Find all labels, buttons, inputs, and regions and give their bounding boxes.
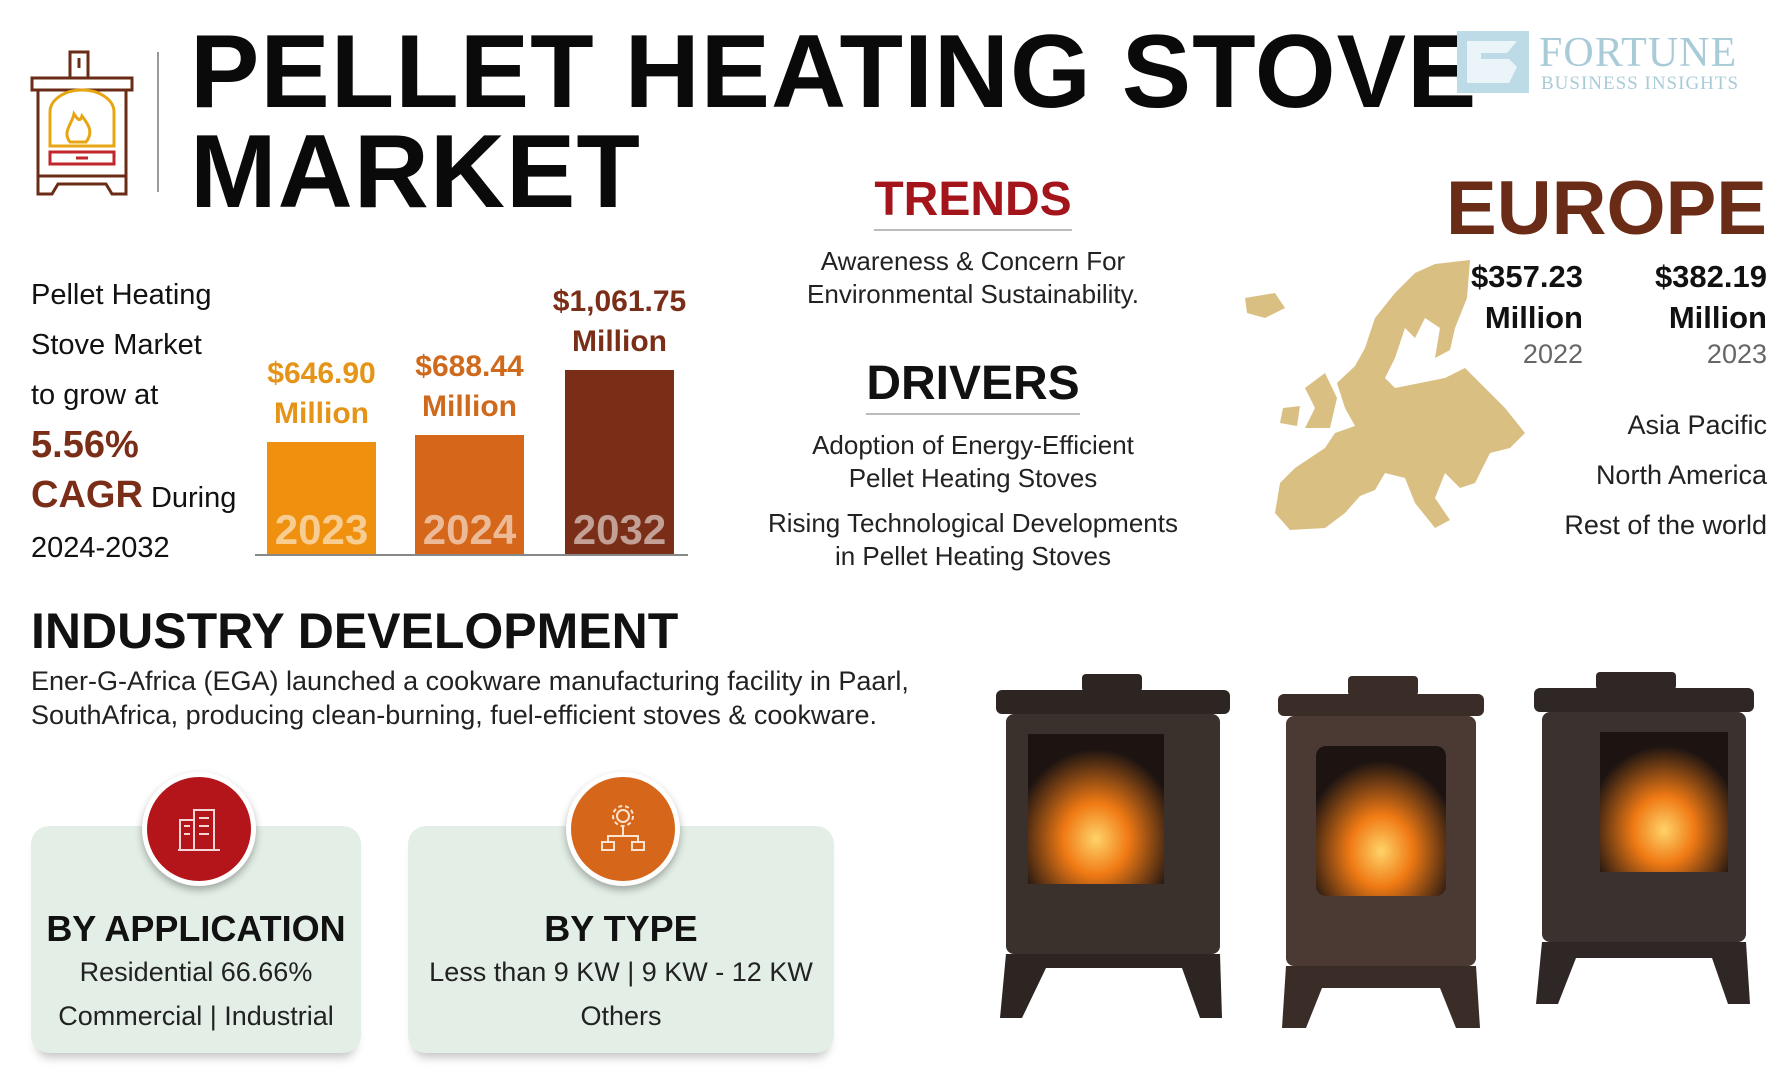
region-rest-of-world: Rest of the world [1564,510,1767,540]
growth-line-1: Pellet Heating [31,279,212,311]
bar-year-label: 2032 [572,506,667,553]
value-amount: $357.23 [1470,259,1583,294]
europe-map [1245,260,1525,530]
growth-during: During [150,482,237,514]
growth-period: 2024-2032 [31,532,170,564]
other-regions-list: Asia Pacific North America Rest of the w… [1564,400,1767,550]
region-asia-pacific: Asia Pacific [1627,410,1767,440]
logo-mark-icon [1457,31,1529,93]
bar-value-label: $646.90 Million [242,354,402,434]
bar-2032: 2032 [565,370,674,554]
stove-2 [1278,676,1484,1028]
application-icon-circle [142,772,256,886]
bar-value-label: $1,061.75 Million [540,282,700,362]
growth-line-3: to grow at [31,379,159,411]
bar-amount: $688.44 [415,349,524,383]
value-unit: Million [1668,300,1767,335]
application-line-2: Commercial | Industrial [58,1001,334,1031]
cagr-label: CAGR [31,474,143,516]
page-title: PELLET HEATING STOVE MARKET [190,14,1478,230]
bar-unit: Million [572,325,667,358]
header-divider [157,52,159,192]
europe-value-2022: $357.23 Million 2022 [1471,256,1583,370]
industry-line-2: SouthAfrica, producing clean-burning, fu… [31,700,877,730]
europe-value-2023: $382.19 Million 2023 [1655,256,1767,370]
bar-year-label: 2024 [422,505,517,553]
region-heading: EUROPE [1446,166,1767,251]
type-icon-circle [566,772,680,886]
drivers-section: DRIVERS Adoption of Energy-Efficient Pel… [723,356,1223,573]
trends-heading: TRENDS [874,172,1072,231]
value-amount: $382.19 [1654,259,1767,294]
bar-value-label: $688.44 Million [390,347,550,427]
stove-1 [996,674,1230,1018]
stove-3 [1534,672,1754,1004]
trend-line-1: Awareness & Concern For [820,246,1126,276]
driver-1-line-1: Adoption of Energy-Efficient [812,430,1134,460]
cagr-value: 5.56% [31,424,139,466]
type-heading: BY TYPE [544,908,698,949]
title-line-2: MARKET [190,114,641,230]
industry-development-heading: INDUSTRY DEVELOPMENT [31,603,679,659]
industry-line-1: Ener-G-Africa (EGA) launched a cookware … [31,666,909,696]
bar-2024: 2024 [415,434,524,554]
bar-unit: Million [274,396,369,430]
trends-section: TRENDS Awareness & Concern For Environme… [723,172,1223,311]
driver-2-line-2: in Pellet Heating Stoves [834,541,1112,571]
value-year: 2023 [1706,339,1767,369]
buildings-icon [178,809,220,851]
application-heading: BY APPLICATION [46,908,346,949]
bar-unit: Million [422,389,517,423]
driver-1-line-2: Pellet Heating Stoves [848,463,1098,493]
title-line-1: PELLET HEATING STOVE [190,14,1478,130]
chart-baseline [255,554,688,556]
drivers-heading: DRIVERS [866,356,1080,415]
bar-amount: $1,061.75 [552,285,687,318]
value-year: 2022 [1522,339,1583,369]
pellet-stoves-image [996,672,1754,1028]
application-line-1: Residential 66.66% [79,957,313,987]
trend-line-2: Environmental Sustainability. [807,279,1139,309]
type-line-1: Less than 9 KW | 9 KW - 12 KW [429,957,813,987]
bar-amount: $646.90 [267,356,376,390]
value-unit: Million [1484,300,1583,335]
type-line-2: Others [580,1001,662,1031]
bar-2023: 2023 [267,441,376,554]
bar-year-label: 2023 [274,505,369,553]
region-north-america: North America [1595,460,1767,490]
logo-brand: FORTUNE [1539,30,1738,76]
driver-2-line-1: Rising Technological Developments [768,508,1178,538]
growth-line-2: Stove Market [31,329,202,361]
gear-hierarchy-icon [601,805,645,851]
growth-summary: Pellet Heating Stove Market to grow at 5… [31,270,236,573]
fortune-business-insights-logo: FORTUNE BUSINESS INSIGHTS [1457,29,1769,95]
pellet-stove-icon [30,50,134,196]
logo-tagline: BUSINESS INSIGHTS [1541,73,1740,94]
industry-development-text: Ener-G-Africa (EGA) launched a cookware … [31,664,909,732]
